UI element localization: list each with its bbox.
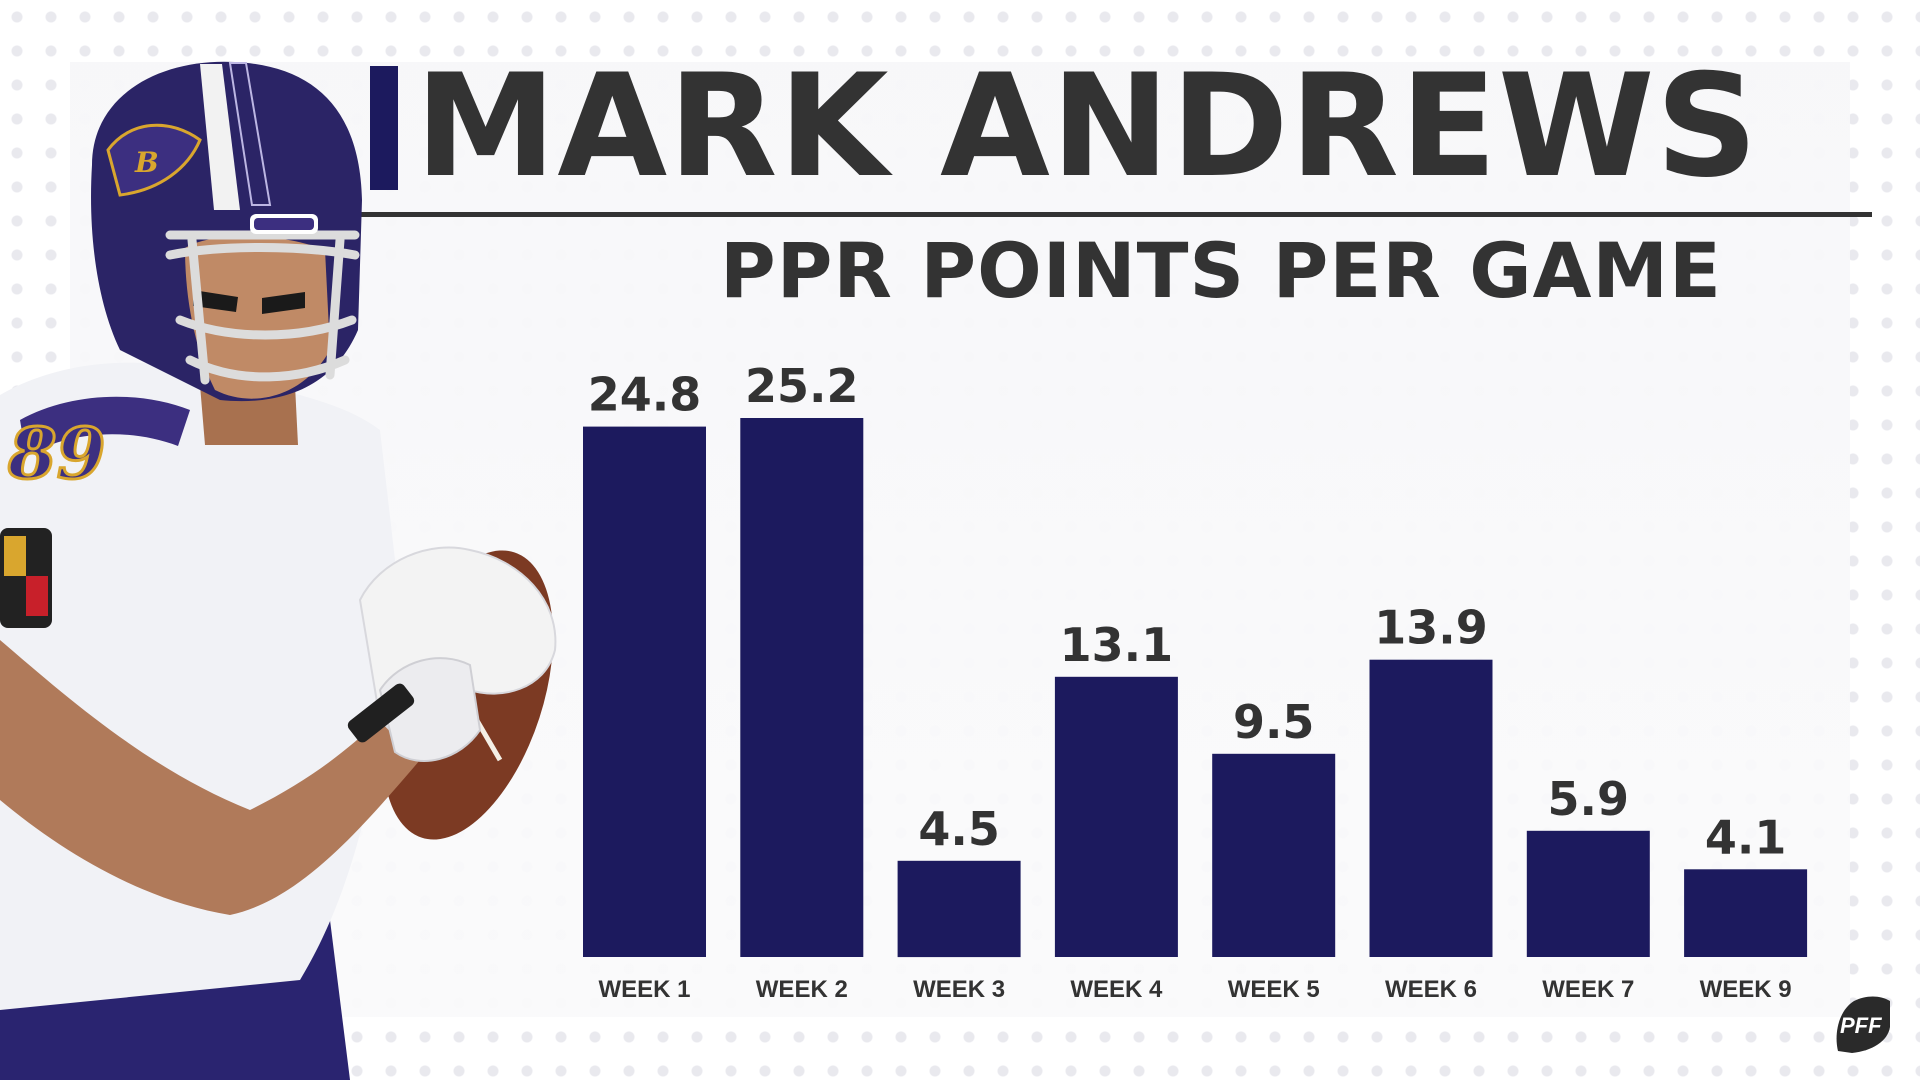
category-labels-layer: WEEK 1 WEEK 2 WEEK 3 WEEK 4 WEEK 5 WEEK 6 WEEK…: [598, 976, 1791, 1003]
bar-week-7: [1526, 830, 1650, 957]
value-label: 25.2: [745, 359, 859, 413]
bar-week-4: [1054, 676, 1178, 957]
category-label: WEEK 4: [1070, 976, 1163, 1003]
category-label: WEEK 3: [913, 976, 1005, 1003]
chart-subtitle: PPR POINTS PER GAME: [720, 226, 1722, 315]
value-label: 4.1: [1705, 810, 1787, 864]
bar-week-2: [740, 418, 864, 957]
bar-week-8: [1684, 869, 1808, 957]
bar-week-1: [583, 426, 706, 958]
category-label: WEEK 2: [756, 976, 848, 1003]
pff-logo-icon: PFF: [1836, 996, 1890, 1053]
value-labels-layer: 24.8 25.2 4.5 13.1 9.5 13.9 5.9 4.1: [588, 359, 1787, 864]
value-label: 5.9: [1548, 772, 1630, 826]
value-label: 24.8: [588, 368, 702, 422]
value-label: 4.5: [918, 802, 1000, 856]
page-title: MARK ANDREWS: [415, 44, 1759, 209]
value-label: 13.1: [1060, 618, 1174, 672]
category-label: WEEK 6: [1385, 976, 1477, 1003]
title-divider: [358, 212, 1872, 217]
player-photo: 89 B: [0, 61, 557, 1080]
category-label: WEEK 5: [1228, 976, 1320, 1003]
bar-week-3: [897, 860, 1021, 958]
category-label: WEEK 9: [1700, 976, 1792, 1003]
category-label: WEEK 7: [1542, 976, 1634, 1003]
value-label: 13.9: [1374, 601, 1488, 655]
value-label: 9.5: [1233, 695, 1315, 749]
bar-week-5: [1212, 753, 1336, 957]
jersey-number: 89: [7, 412, 105, 495]
title-accent-bar: [370, 66, 398, 190]
helmet-logo-letter: B: [134, 146, 159, 179]
bars-layer: [583, 418, 1808, 958]
category-label: WEEK 1: [598, 976, 690, 1003]
pff-logo-text: PFF: [1840, 1013, 1882, 1038]
bar-week-6: [1369, 659, 1493, 957]
